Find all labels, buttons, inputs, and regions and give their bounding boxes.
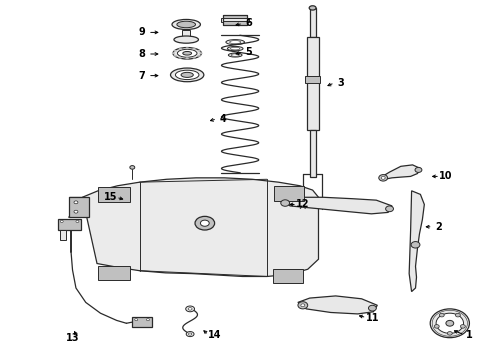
Ellipse shape (298, 302, 308, 309)
Ellipse shape (186, 332, 194, 337)
Ellipse shape (434, 325, 439, 328)
Text: 5: 5 (245, 47, 252, 57)
Ellipse shape (309, 6, 316, 10)
Ellipse shape (172, 53, 175, 54)
Ellipse shape (177, 49, 197, 57)
Polygon shape (82, 178, 318, 276)
Text: 10: 10 (439, 171, 453, 181)
Text: 6: 6 (245, 18, 252, 28)
Ellipse shape (446, 320, 454, 326)
Text: 14: 14 (208, 330, 221, 340)
Ellipse shape (186, 48, 189, 49)
Ellipse shape (199, 53, 202, 54)
Ellipse shape (193, 57, 196, 58)
Bar (98, 266, 130, 280)
Ellipse shape (368, 305, 376, 311)
Ellipse shape (130, 166, 135, 169)
Bar (305, 76, 320, 83)
Bar (58, 219, 81, 230)
Text: 1: 1 (466, 330, 473, 340)
Ellipse shape (430, 309, 469, 338)
Ellipse shape (226, 40, 245, 45)
Ellipse shape (179, 57, 182, 58)
Ellipse shape (230, 47, 240, 50)
Ellipse shape (174, 55, 177, 57)
Polygon shape (282, 197, 392, 214)
Text: 4: 4 (220, 114, 226, 124)
Ellipse shape (175, 70, 199, 80)
Bar (310, 8, 316, 37)
Text: 12: 12 (296, 199, 310, 210)
Text: 9: 9 (139, 27, 146, 37)
Text: 11: 11 (366, 312, 379, 323)
Ellipse shape (171, 68, 204, 82)
Ellipse shape (440, 313, 444, 317)
Bar (98, 187, 130, 202)
Text: 7: 7 (139, 71, 146, 81)
Ellipse shape (381, 176, 385, 179)
Ellipse shape (172, 19, 200, 30)
Ellipse shape (179, 48, 182, 50)
Ellipse shape (200, 220, 209, 226)
Ellipse shape (188, 333, 192, 335)
Ellipse shape (281, 200, 290, 206)
Bar (223, 15, 247, 25)
Ellipse shape (174, 36, 198, 43)
Polygon shape (409, 191, 424, 292)
Text: 13: 13 (66, 333, 79, 343)
Ellipse shape (411, 242, 420, 248)
Ellipse shape (455, 313, 460, 317)
Ellipse shape (74, 201, 78, 204)
Ellipse shape (173, 48, 201, 59)
Ellipse shape (230, 41, 241, 44)
Bar (223, 15, 247, 19)
Ellipse shape (197, 50, 200, 51)
Ellipse shape (461, 325, 465, 328)
Ellipse shape (76, 220, 79, 222)
Ellipse shape (188, 307, 192, 310)
Bar (221, 18, 249, 22)
Bar (60, 230, 66, 240)
Bar (223, 21, 247, 25)
Polygon shape (381, 165, 420, 179)
Bar (274, 186, 304, 201)
Text: 8: 8 (139, 49, 146, 59)
Bar (69, 197, 89, 217)
Ellipse shape (228, 53, 242, 57)
Bar (132, 317, 152, 327)
Ellipse shape (186, 58, 189, 59)
Ellipse shape (174, 50, 177, 51)
Ellipse shape (301, 304, 305, 307)
Ellipse shape (436, 313, 464, 333)
Ellipse shape (386, 206, 393, 212)
Ellipse shape (147, 319, 149, 321)
Bar (273, 269, 303, 283)
Polygon shape (298, 296, 377, 314)
Ellipse shape (197, 55, 200, 57)
Ellipse shape (74, 210, 78, 213)
Ellipse shape (177, 21, 196, 28)
Ellipse shape (231, 54, 239, 56)
Ellipse shape (193, 48, 196, 50)
Text: 15: 15 (103, 192, 117, 202)
Text: 2: 2 (435, 222, 442, 232)
Ellipse shape (227, 46, 243, 51)
Bar (182, 30, 190, 37)
Ellipse shape (447, 332, 452, 335)
Bar (307, 37, 318, 130)
Ellipse shape (195, 216, 215, 230)
Ellipse shape (379, 175, 388, 181)
Ellipse shape (186, 306, 195, 312)
Ellipse shape (181, 72, 193, 77)
Ellipse shape (415, 167, 422, 172)
Ellipse shape (60, 220, 63, 222)
Ellipse shape (183, 51, 192, 55)
Text: 3: 3 (337, 78, 344, 88)
Bar (310, 130, 316, 177)
Ellipse shape (135, 319, 138, 321)
